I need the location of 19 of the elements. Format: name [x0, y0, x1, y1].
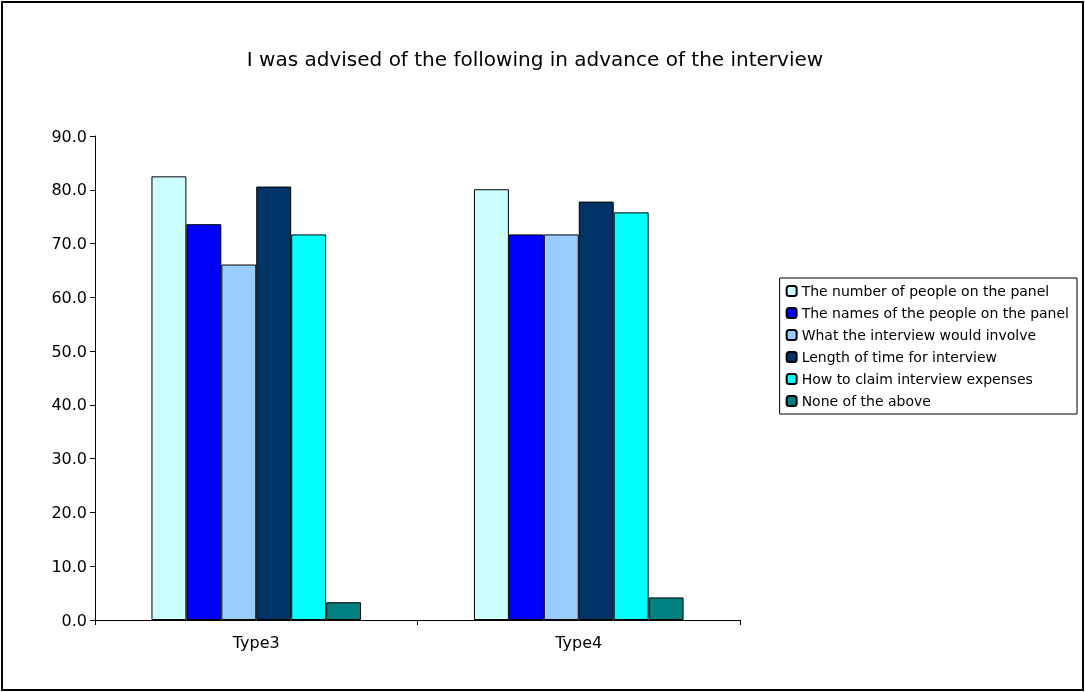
legend-label: The names of the people on the panel — [800, 305, 1070, 321]
legend-label: None of the above — [801, 393, 931, 409]
y-tick-label: 10.0 — [51, 556, 87, 576]
x-tick-label: Type3 — [231, 632, 280, 652]
y-tick-label: 50.0 — [51, 341, 87, 361]
y-tick-label: 80.0 — [51, 180, 87, 200]
y-tick-label: 40.0 — [51, 395, 87, 415]
x-tick-label: Type4 — [554, 632, 603, 652]
y-tick-label: 60.0 — [51, 287, 87, 307]
y-tick-label: 90.0 — [51, 126, 87, 146]
chart-title: I was advised of the following in advance of the interview — [246, 47, 824, 71]
legend-label: Length of time for interview — [801, 349, 997, 365]
legend-label: What the interview would involve — [801, 327, 1037, 343]
y-tick-label: 20.0 — [51, 502, 87, 522]
legend-label: The number of people on the panel — [800, 283, 1050, 299]
y-tick-label: 30.0 — [51, 449, 87, 469]
y-tick-label: 0.0 — [61, 610, 87, 630]
y-tick-label: 70.0 — [51, 234, 87, 254]
legend-label: How to claim interview expenses — [801, 371, 1033, 387]
